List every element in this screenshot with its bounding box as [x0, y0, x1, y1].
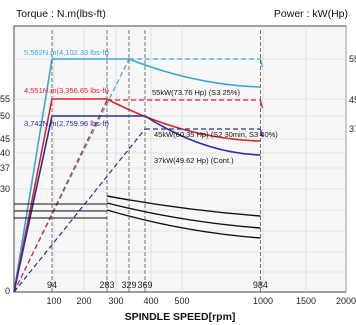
x-tick-label: 1500: [296, 296, 316, 306]
torque-falling-curve: [128, 58, 261, 88]
x-tick-label: 100: [46, 296, 61, 306]
speed-marker-label: 984: [253, 280, 268, 290]
left-tick-label: 55: [0, 94, 10, 104]
left-tick-label: 30: [0, 184, 10, 194]
low-range-curve: [106, 202, 261, 229]
axis-ticks: 0 100 200 300 400 500 1000 1500 2000 94 283 329 369 9…: [0, 30, 356, 306]
left-axis-title: Torque : N.m(lbs-ft): [16, 8, 106, 20]
x-tick-label: 500: [174, 296, 189, 306]
right-axis-title: Power : kW(Hp): [274, 8, 348, 20]
left-tick-label: 40: [0, 148, 10, 158]
right-tick-label: 55: [349, 54, 356, 64]
x-tick-label: 2000: [336, 296, 356, 306]
plot-area: [13, 25, 347, 293]
torque-label: 3,742N.m(2,759.96 lbs-ft): [24, 119, 110, 128]
x-tick-label: 1000: [253, 296, 273, 306]
power-ramp-line: [13, 99, 108, 293]
torque-ramp-line: [13, 58, 53, 293]
power-end-drop: [259, 128, 263, 138]
torque-label: 4,551N.m(3,356.65 lbs-ft): [24, 86, 110, 95]
torque-falling-curve: [106, 98, 261, 142]
x-tick-label: 0: [5, 286, 10, 296]
power-end-drop: [259, 99, 263, 109]
left-tick-label: 37: [0, 163, 10, 173]
low-range-curve: [106, 195, 261, 217]
left-tick-label: 50: [0, 111, 10, 121]
speed-marker-label: 369: [137, 280, 152, 290]
power-label: 37kW(49.62 Hp) (Cont.): [154, 156, 234, 165]
x-tick-label: 200: [76, 296, 91, 306]
chart-labels: 5,562N.m(4,102.33 lbs-ft) 4,551N.m(3,356.…: [24, 48, 278, 165]
speed-marker-label: 94: [47, 280, 57, 290]
x-tick-label: 300: [108, 296, 123, 306]
torque-label: 5,562N.m(4,102.33 lbs-ft): [24, 48, 110, 57]
power-label: 55kW(73.76 Hp) (S3 25%): [152, 88, 240, 97]
speed-marker-label: 283: [99, 280, 114, 290]
speed-marker-label: 329: [121, 280, 136, 290]
torque-falling-curve: [144, 115, 261, 156]
x-tick-label: 400: [143, 296, 158, 306]
power-label: 45kW(60.35 Hp) (S2 30min, S3 40%): [154, 130, 278, 139]
low-range-curve: [106, 209, 261, 239]
left-tick-label: 45: [0, 134, 10, 144]
right-tick-label: 45: [349, 95, 356, 105]
right-tick-label: 37: [349, 124, 356, 134]
chart-curves: [13, 58, 263, 293]
x-axis-title: SPINDLE SPEED[rpm]: [125, 311, 236, 323]
